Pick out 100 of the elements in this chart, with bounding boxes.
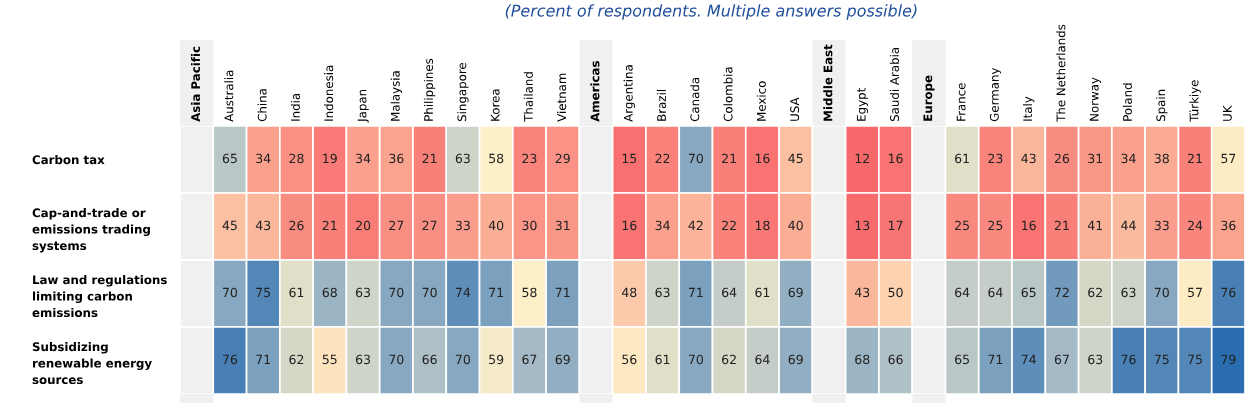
data-label: 64: [955, 287, 970, 298]
data-label: 63: [655, 287, 670, 298]
data-label: 43: [1021, 153, 1036, 164]
data-label: 12: [855, 153, 869, 163]
x-tick-label: Thailand: [523, 72, 533, 122]
data-label: 76: [222, 354, 238, 365]
data-label: 28: [289, 153, 304, 164]
y-tick-label: Subsidizing renewable energy sources: [32, 342, 152, 385]
data-label: 21: [722, 153, 736, 163]
data-label: 76: [1221, 287, 1236, 298]
data-label: 23: [988, 153, 1003, 164]
data-label: 63: [1121, 287, 1136, 298]
data-label: 20: [356, 220, 371, 231]
data-label: 70: [1154, 287, 1169, 298]
x-tick-label: Middle East: [823, 44, 833, 121]
data-label: 33: [455, 220, 470, 231]
y-tick-label: Law and regulations limiting carbon emissions: [32, 275, 167, 318]
data-label: 34: [356, 153, 371, 164]
chart-subtitle: (Percent of respondents. Multiple answers possible): [505, 4, 917, 20]
data-label: 68: [322, 287, 337, 298]
data-label: 31: [555, 220, 570, 231]
data-label: 61: [955, 153, 969, 164]
x-tick-label: Japan: [357, 89, 369, 123]
data-label: 25: [955, 220, 969, 231]
x-tick-label: The Netherlands: [1056, 24, 1066, 122]
data-label: 22: [722, 220, 736, 230]
data-label: 19: [323, 153, 337, 164]
data-label: 31: [1088, 153, 1103, 164]
x-tick-label: Asia Pacific: [190, 46, 201, 122]
data-label: 18: [755, 220, 770, 231]
x-tick-label: Korea: [490, 89, 500, 121]
data-label: 64: [722, 287, 737, 298]
data-label: 17: [888, 220, 903, 230]
data-label: 61: [289, 287, 304, 298]
data-label: 57: [1221, 153, 1236, 164]
data-label: 40: [488, 220, 504, 231]
data-label: 16: [755, 153, 770, 164]
y-tick-label: Cap-and-trade or emissions trading systems: [32, 208, 150, 253]
data-label: 62: [722, 354, 736, 365]
data-label: 13: [855, 220, 870, 231]
data-label: 68: [855, 354, 870, 365]
data-label: 59: [489, 354, 504, 365]
x-tick-label: Australia: [224, 70, 234, 122]
data-label: 71: [988, 354, 1003, 364]
data-label: 71: [688, 287, 703, 297]
x-tick-label: France: [956, 83, 966, 121]
x-tick-label: Malaysia: [390, 71, 403, 121]
data-label: 16: [1022, 220, 1036, 231]
data-label: 42: [688, 220, 703, 230]
x-tick-label: Europe: [923, 75, 935, 121]
data-label: 70: [389, 287, 404, 298]
x-tick-label: Türkiye: [1189, 80, 1201, 122]
data-label: 61: [655, 354, 670, 365]
y-tick-label: Carbon tax: [32, 155, 105, 165]
data-label: 79: [1221, 354, 1236, 365]
x-tick-label: Italy: [1022, 96, 1035, 121]
data-label: 21: [422, 153, 437, 163]
x-tick-label: India: [290, 93, 300, 121]
data-label: 29: [555, 153, 570, 164]
x-tick-label: Poland: [1122, 83, 1132, 121]
data-label: 58: [489, 153, 504, 164]
x-tick-label: Egypt: [856, 88, 868, 121]
data-label: 58: [522, 287, 537, 298]
data-label: 38: [1154, 153, 1169, 164]
data-label: 50: [888, 287, 903, 298]
data-label: 70: [222, 287, 238, 298]
x-tick-label: Spain: [1156, 89, 1168, 122]
data-label: 26: [289, 220, 304, 231]
x-tick-label: Americas: [590, 61, 600, 122]
data-label: 21: [1054, 220, 1069, 230]
data-label: 27: [422, 220, 437, 230]
x-tick-label: Indonesia: [324, 65, 334, 121]
x-tick-label: UK: [1223, 105, 1232, 121]
x-tick-label: Germany: [989, 67, 1002, 122]
data-label: 34: [256, 153, 271, 164]
data-label: 65: [222, 153, 237, 164]
data-label: 36: [1221, 220, 1236, 231]
x-tick-label: Argentina: [623, 65, 636, 122]
data-label: 76: [1121, 354, 1136, 365]
data-label: 65: [1021, 287, 1036, 298]
data-label: 70: [688, 153, 703, 164]
data-label: 63: [455, 153, 470, 164]
data-label: 70: [455, 354, 471, 365]
data-label: 67: [1054, 354, 1069, 365]
data-label: 34: [655, 220, 670, 231]
x-tick-label: Norway: [1089, 77, 1101, 121]
data-label: 64: [755, 354, 770, 365]
data-label: 56: [622, 354, 637, 365]
data-label: 75: [256, 287, 271, 298]
data-label: 55: [322, 354, 337, 365]
data-label: 43: [255, 220, 271, 231]
data-label: 25: [988, 220, 1003, 231]
data-label: 21: [322, 220, 337, 230]
data-label: 69: [788, 354, 803, 365]
data-label: 26: [1054, 153, 1070, 164]
x-tick-label: China: [257, 89, 267, 122]
x-tick-label: Brazil: [656, 90, 666, 121]
x-tick-label: USA: [790, 97, 800, 121]
data-label: 48: [621, 287, 637, 298]
data-label: 44: [1121, 220, 1136, 230]
